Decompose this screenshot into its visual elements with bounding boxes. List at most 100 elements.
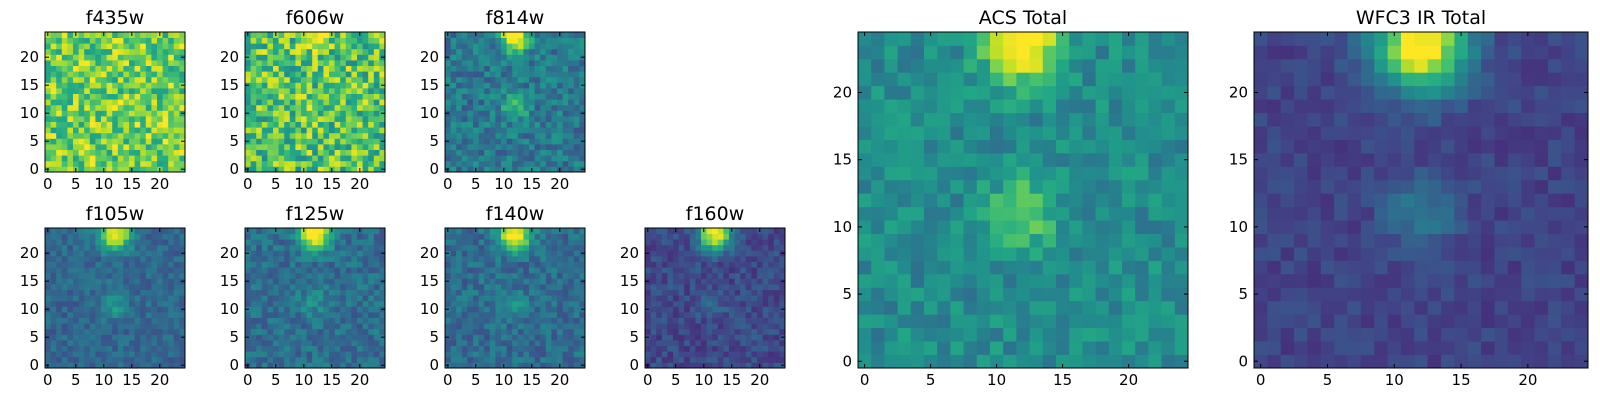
heatmap-cell	[540, 284, 547, 290]
heatmap-cell	[523, 295, 530, 302]
heatmap-cell	[273, 317, 279, 324]
heatmap-cell	[50, 351, 57, 358]
heatmap-cell	[357, 345, 363, 352]
heatmap-cell	[529, 71, 535, 78]
heatmap-cell	[345, 340, 352, 346]
heatmap-cell	[1016, 287, 1030, 302]
heatmap-cell	[89, 306, 96, 313]
heatmap-cell	[323, 93, 330, 100]
heatmap-cell	[551, 295, 558, 302]
heatmap-cell	[140, 155, 147, 162]
heatmap-cell	[1148, 206, 1162, 221]
heatmap-cell	[673, 356, 679, 363]
heatmap-cell	[357, 82, 363, 89]
heatmap-cell	[134, 155, 141, 162]
heatmap-cell	[329, 93, 335, 100]
heatmap-cell	[317, 127, 324, 134]
heatmap-cell	[73, 284, 79, 290]
heatmap-cell	[334, 149, 341, 156]
heatmap-cell	[678, 256, 685, 262]
heatmap-cell	[256, 351, 263, 358]
heatmap-cell	[1082, 287, 1096, 302]
heatmap-cell	[1135, 287, 1149, 302]
heatmap-cell	[273, 71, 279, 78]
heatmap-cell	[101, 312, 107, 318]
heatmap-cell	[61, 43, 68, 50]
heatmap-cell	[540, 340, 547, 346]
heatmap-cell	[858, 233, 872, 248]
heatmap-cell	[661, 340, 668, 346]
heatmap-cell	[990, 193, 1004, 208]
heatmap-cell	[117, 138, 124, 145]
heatmap-cell	[562, 306, 569, 313]
heatmap-cell	[261, 104, 268, 111]
heatmap-cell	[362, 60, 369, 66]
heatmap-cell	[473, 54, 479, 61]
heatmap-cell	[117, 351, 124, 358]
heatmap-cell	[106, 37, 113, 44]
heatmap-cell	[506, 76, 513, 83]
x-tick-label: 5	[71, 175, 81, 193]
heatmap-cell	[151, 312, 158, 318]
heatmap-cell	[489, 71, 496, 78]
heatmap-cell	[256, 289, 263, 296]
heatmap-cell	[273, 289, 279, 296]
heatmap-cell	[650, 233, 657, 240]
heatmap-cell	[301, 65, 307, 72]
heatmap-cell	[67, 272, 74, 279]
heatmap-cell	[729, 323, 735, 330]
heatmap-cell	[551, 312, 558, 318]
heatmap-cell	[323, 284, 330, 290]
heatmap-cell	[456, 138, 463, 145]
heatmap-cell	[278, 149, 285, 156]
heatmap-cell	[990, 233, 1004, 248]
heatmap-cell	[1174, 314, 1189, 329]
heatmap-cell	[461, 233, 468, 240]
x-tick-label: 10	[694, 371, 713, 389]
heatmap-cell	[1069, 300, 1083, 315]
heatmap-cell	[61, 32, 68, 38]
heatmap-cell	[379, 48, 386, 55]
heatmap-cell	[379, 160, 386, 167]
heatmap-cell	[56, 278, 63, 285]
heatmap-cell	[684, 317, 691, 324]
heatmap-cell	[745, 317, 752, 324]
heatmap-cell	[568, 289, 575, 296]
heatmap-cell	[1082, 247, 1096, 261]
heatmap-cell	[61, 356, 68, 363]
heatmap-cell	[162, 295, 169, 302]
heatmap-cell	[661, 228, 668, 234]
heatmap-cell	[473, 272, 479, 279]
x-tick-label: 15	[122, 371, 141, 389]
heatmap-cell	[473, 289, 479, 296]
heatmap-cell	[362, 340, 369, 346]
heatmap-cell	[950, 233, 964, 248]
heatmap-cell	[706, 250, 713, 257]
heatmap-cell	[45, 132, 51, 139]
heatmap-cell	[162, 356, 169, 363]
heatmap-cell	[1056, 233, 1070, 248]
heatmap-cell	[450, 104, 457, 111]
heatmap-cell	[884, 273, 898, 288]
heatmap-cell	[84, 88, 91, 94]
heatmap-cell	[467, 99, 474, 106]
heatmap-cell	[145, 127, 152, 134]
heatmap-cell	[573, 54, 580, 61]
heatmap-cell	[295, 233, 302, 240]
heatmap-cell	[340, 144, 347, 150]
heatmap-cell	[1069, 260, 1083, 275]
heatmap-cell	[256, 300, 263, 307]
heatmap-cell	[506, 104, 513, 111]
heatmap-cell	[678, 323, 685, 330]
heatmap-cell	[373, 284, 380, 290]
heatmap-cell	[129, 340, 135, 346]
heatmap-cell	[89, 328, 96, 335]
heatmap-cell	[884, 233, 898, 248]
heatmap-cell	[168, 278, 175, 285]
heatmap-cell	[450, 132, 457, 139]
heatmap-cell	[506, 233, 513, 240]
heatmap-cell	[351, 239, 358, 246]
heatmap-cell	[89, 362, 96, 369]
heatmap-cell	[1148, 166, 1162, 181]
